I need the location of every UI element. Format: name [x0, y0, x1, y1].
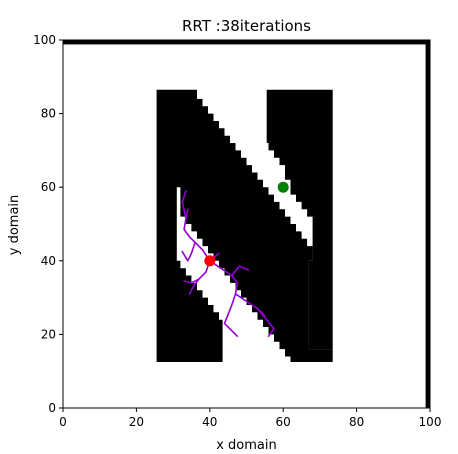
y-tick-label: 80 — [41, 107, 56, 121]
start-point — [204, 255, 216, 267]
y-tick-label: 60 — [41, 180, 56, 194]
y-tick-label: 100 — [33, 33, 56, 47]
x-tick-label: 80 — [349, 415, 364, 429]
tree-branch — [223, 293, 237, 325]
goal-point — [277, 181, 289, 193]
tree-branch — [183, 278, 200, 284]
plot-area: 0 20 40 60 80 100 0 20 40 60 80 100 — [33, 33, 441, 429]
tree-branch — [181, 241, 196, 262]
tree-branch — [181, 190, 187, 220]
plot-frame — [62, 39, 431, 409]
tree-branch — [223, 322, 239, 338]
x-tick-label: 20 — [129, 415, 144, 429]
obstacle — [266, 89, 333, 350]
y-tick-label: 20 — [41, 327, 56, 341]
y-tick-label: 0 — [48, 401, 56, 415]
x-tick-label: 100 — [419, 415, 442, 429]
border-wall — [425, 40, 430, 408]
border-wall — [63, 40, 430, 45]
chart-title: RRT :38iterations — [182, 17, 311, 35]
y-tick-label: 40 — [41, 254, 56, 268]
y-axis-label: y domain — [7, 195, 22, 256]
tree-branch — [256, 307, 275, 338]
x-tick-label: 0 — [59, 415, 67, 429]
tree-branch — [231, 265, 250, 277]
x-axis-label: x domain — [216, 438, 277, 453]
x-tick-label: 40 — [202, 415, 217, 429]
x-tick-label: 60 — [276, 415, 291, 429]
obstacle — [156, 89, 333, 362]
